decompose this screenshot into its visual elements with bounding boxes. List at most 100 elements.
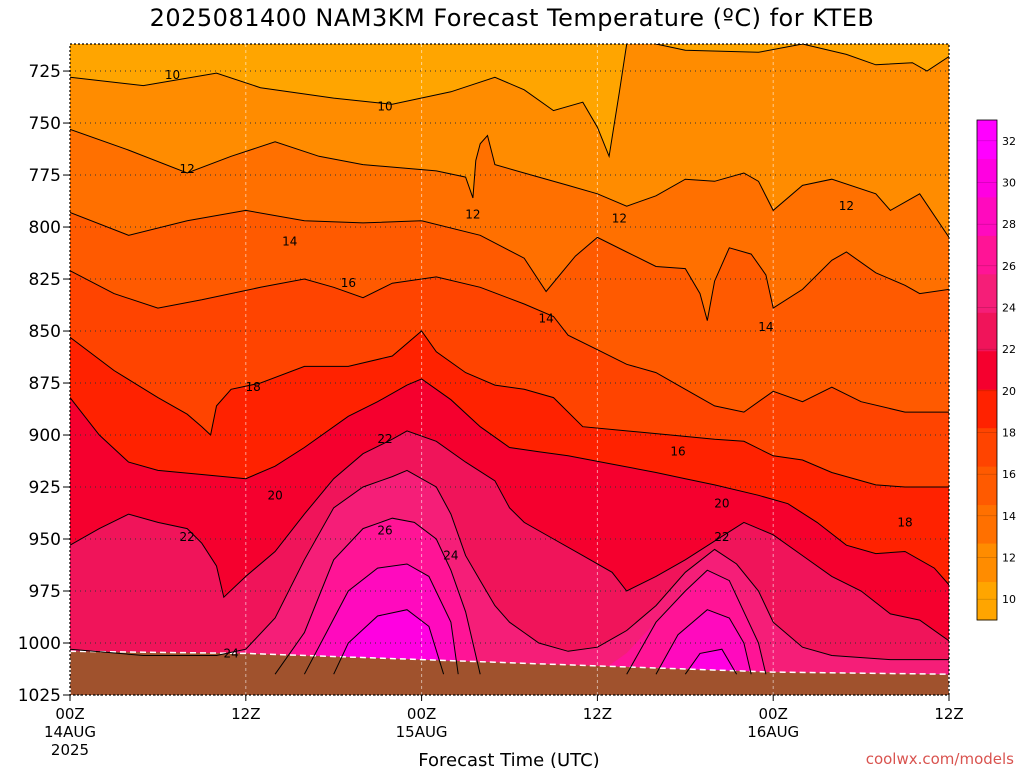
contour-label-18: 24 xyxy=(224,646,239,660)
colorbar-swatch-0 xyxy=(977,581,997,621)
chart-title: 2025081400 NAM3KM Forecast Temperature (… xyxy=(149,4,875,32)
colorbar-swatch-8 xyxy=(977,273,997,313)
contour-label-10: 16 xyxy=(670,445,685,459)
y-tick-label-825: 825 xyxy=(29,270,61,290)
contour-20-5 xyxy=(70,330,949,488)
x-tick-label-3: 12Z xyxy=(583,705,612,723)
colorbar-label-14: 14 xyxy=(1002,510,1016,523)
y-tick-label-975: 975 xyxy=(29,582,61,602)
x-tick-label-0: 00Z xyxy=(55,705,84,723)
y-tick-label-1000: 1000 xyxy=(18,634,61,654)
contour-14-2 xyxy=(70,128,949,238)
contour-28-9 xyxy=(274,517,481,675)
y-tick-label-725: 725 xyxy=(29,62,61,82)
contour-30-11 xyxy=(303,563,459,675)
contour-12-0 xyxy=(70,44,628,159)
contour-12-1 xyxy=(655,44,949,72)
y-tick-label-1025: 1025 xyxy=(18,686,61,706)
contour-label-6: 14 xyxy=(282,235,297,249)
contour-24-7 xyxy=(70,430,949,642)
y-tick-label-875: 875 xyxy=(29,374,61,394)
contour-labels: 10 10 12 12 12 12 14 14 14 16 16 18 18 20 20 22 22 22 24 24… xyxy=(165,68,913,660)
contour-16-3 xyxy=(70,209,949,321)
colorbar-label-20: 20 xyxy=(1002,385,1016,398)
colorbar-swatch-4 xyxy=(977,427,997,467)
colorbar-label-18: 18 xyxy=(1002,427,1016,440)
colorbar-label-24: 24 xyxy=(1002,302,1016,315)
contour-label-0: 10 xyxy=(165,68,180,82)
contour-label-4: 12 xyxy=(612,212,627,226)
y-tick-label-800: 800 xyxy=(29,218,61,238)
contour-28-10 xyxy=(626,569,767,675)
x-tick-label-5: 12Z xyxy=(934,705,963,723)
colorbar-swatch-3 xyxy=(977,466,997,506)
contour-32-13 xyxy=(333,609,445,675)
contour-label-19: 24 xyxy=(443,549,458,563)
contour-label-12: 18 xyxy=(897,515,912,529)
colorbar-label-12: 12 xyxy=(1002,552,1016,565)
colorbar-label-26: 26 xyxy=(1002,260,1016,273)
colorbar-swatch-5 xyxy=(977,389,997,429)
temperature-bands xyxy=(70,44,949,695)
x-date-label-2: 15AUG xyxy=(396,723,448,741)
contour-label-16: 22 xyxy=(377,432,392,446)
contour-32-14 xyxy=(684,648,738,675)
contour-label-3: 12 xyxy=(465,208,480,222)
contour-18-4 xyxy=(70,270,949,413)
grid-lines xyxy=(70,44,949,696)
x-tick-label-4: 00Z xyxy=(759,705,788,723)
colorbar-label-22: 22 xyxy=(1002,343,1016,356)
colorbar-swatch-2 xyxy=(977,504,997,544)
contour-22-6 xyxy=(70,378,949,586)
contour-label-14: 20 xyxy=(714,497,729,511)
terrain-layer xyxy=(70,650,949,695)
y-tick-label-925: 925 xyxy=(29,478,61,498)
colorbar-swatch-1 xyxy=(977,543,997,583)
contour-label-15: 22 xyxy=(180,530,195,544)
x-tick-label-2: 00Z xyxy=(407,705,436,723)
contour-label-9: 16 xyxy=(341,276,356,290)
colorbar-swatch-10 xyxy=(977,196,997,236)
contour-label-20: 26 xyxy=(377,524,392,538)
contour-label-2: 12 xyxy=(180,162,195,176)
contour-label-17: 22 xyxy=(714,530,729,544)
y-tick-label-850: 850 xyxy=(29,322,61,342)
colorbar-label-30: 30 xyxy=(1002,177,1016,190)
colorbar-swatch-11 xyxy=(977,158,997,198)
y-tick-label-775: 775 xyxy=(29,166,61,186)
contour-lines xyxy=(70,44,949,675)
contour-label-5: 12 xyxy=(839,199,854,213)
plot-frame xyxy=(69,43,950,696)
x-tick-label-1: 12Z xyxy=(231,705,260,723)
y-tick-label-750: 750 xyxy=(29,114,61,134)
colorbar-swatch-6 xyxy=(977,350,997,390)
contour-label-13: 20 xyxy=(267,488,282,502)
contour-label-1: 10 xyxy=(377,99,392,113)
credit-text: coolwx.com/models xyxy=(866,750,1014,768)
colorbar: 10 12 14 16 18 20 22 24 26 28 30 32 xyxy=(976,119,1016,621)
x-date-label-0: 14AUG xyxy=(44,723,96,741)
colorbar-label-16: 16 xyxy=(1002,468,1016,481)
contour-26-8 xyxy=(70,469,949,661)
colorbar-label-10: 10 xyxy=(1002,593,1016,606)
colorbar-frame xyxy=(976,119,998,621)
y-tick-label-900: 900 xyxy=(29,426,61,446)
colorbar-swatch-7 xyxy=(977,312,997,352)
colorbar-swatch-9 xyxy=(977,235,997,275)
x-date-label-4: 16AUG xyxy=(747,723,799,741)
x-year-label-0: 2025 xyxy=(51,741,89,759)
contour-label-11: 18 xyxy=(245,380,260,394)
x-axis-title: Forecast Time (UTC) xyxy=(418,750,599,768)
contour-label-7: 14 xyxy=(538,312,553,326)
y-tick-label-950: 950 xyxy=(29,530,61,550)
y-axis: 725 750 775 800 825 850 875 900 925 950 975 1000 102… xyxy=(18,62,70,706)
contour-30-12 xyxy=(655,609,752,675)
colorbar-swatch-12 xyxy=(977,120,997,159)
colorbar-label-32: 32 xyxy=(1002,135,1016,148)
terrain-fill xyxy=(70,650,949,695)
contour-label-8: 14 xyxy=(758,320,773,334)
colorbar-label-28: 28 xyxy=(1002,218,1016,231)
